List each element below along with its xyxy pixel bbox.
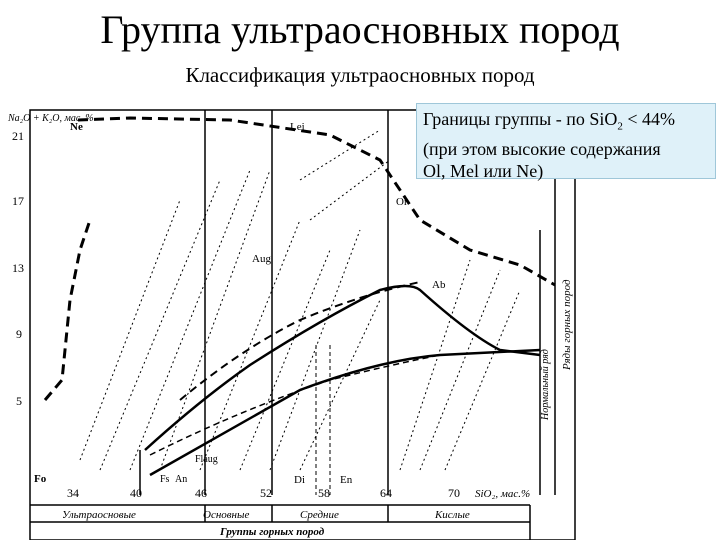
label-en: En xyxy=(340,474,353,486)
label-fo: Fo xyxy=(34,473,47,485)
left-envelope xyxy=(43,219,92,401)
diagram-frame xyxy=(29,109,576,540)
y-tick-5: 5 xyxy=(16,394,22,408)
label-fa: Flaug xyxy=(195,454,218,465)
label-or: Or xyxy=(396,196,408,208)
group-boundaries-callout: Границы группы - по SiO2 < 44% (при этом… xyxy=(416,103,716,181)
label-ne: Ne xyxy=(70,121,83,133)
lower-dashed-curve xyxy=(149,354,441,456)
x-tick-52: 52 xyxy=(260,486,272,500)
y-axis-label: Na₂O + K₂O, мас. % xyxy=(7,113,94,124)
y-tick-17: 17 xyxy=(12,194,24,208)
x-tick-64: 64 xyxy=(380,486,392,500)
y-tick-9: 9 xyxy=(16,327,22,341)
mid-dashed-curve xyxy=(179,281,421,401)
label-lei: Lei xyxy=(290,121,305,133)
group-basic: Основные xyxy=(203,509,249,521)
label-series: Ряды горных пород xyxy=(561,279,573,371)
x-tick-40: 40 xyxy=(130,486,142,500)
upper-envelope xyxy=(77,116,556,287)
x-tick-58: 58 xyxy=(318,486,330,500)
group-acid: Кислые xyxy=(434,509,470,521)
page-subtitle: Классификация ультраосновных пород xyxy=(185,63,535,87)
classification-diagram: Na₂O + K₂O, мас. % 21 17 13 9 5 34 40 46… xyxy=(7,109,576,540)
label-ab: Ab xyxy=(432,279,446,291)
callout-line-1: Границы группы - по SiO2 < 44% xyxy=(423,109,676,133)
label-di: Di xyxy=(294,474,305,486)
group-ultrabasic: Ультраосновые xyxy=(62,509,136,521)
page-title: Группа ультраосновных пород xyxy=(100,7,620,52)
group-intermediate: Средние xyxy=(300,509,339,521)
x-tick-34: 34 xyxy=(67,486,79,500)
y-tick-13: 13 xyxy=(12,261,24,275)
rock-field-hatching xyxy=(79,129,521,471)
label-aug: Aug xyxy=(252,253,271,265)
group-caption: Группы горных пород xyxy=(219,526,325,538)
x-tick-70: 70 xyxy=(448,486,460,500)
y-tick-21: 21 xyxy=(12,129,24,143)
label-fs: Fs xyxy=(160,474,170,485)
x-axis-label: SiO₂, мас.% xyxy=(475,488,530,500)
callout-line-2: (при этом высокие содержания xyxy=(423,138,661,159)
callout-line-3: Ol, Mel или Ne) xyxy=(423,160,544,181)
label-normal: Нормальный ряд xyxy=(540,349,551,421)
label-an: An xyxy=(175,474,187,485)
x-tick-46: 46 xyxy=(195,486,207,500)
